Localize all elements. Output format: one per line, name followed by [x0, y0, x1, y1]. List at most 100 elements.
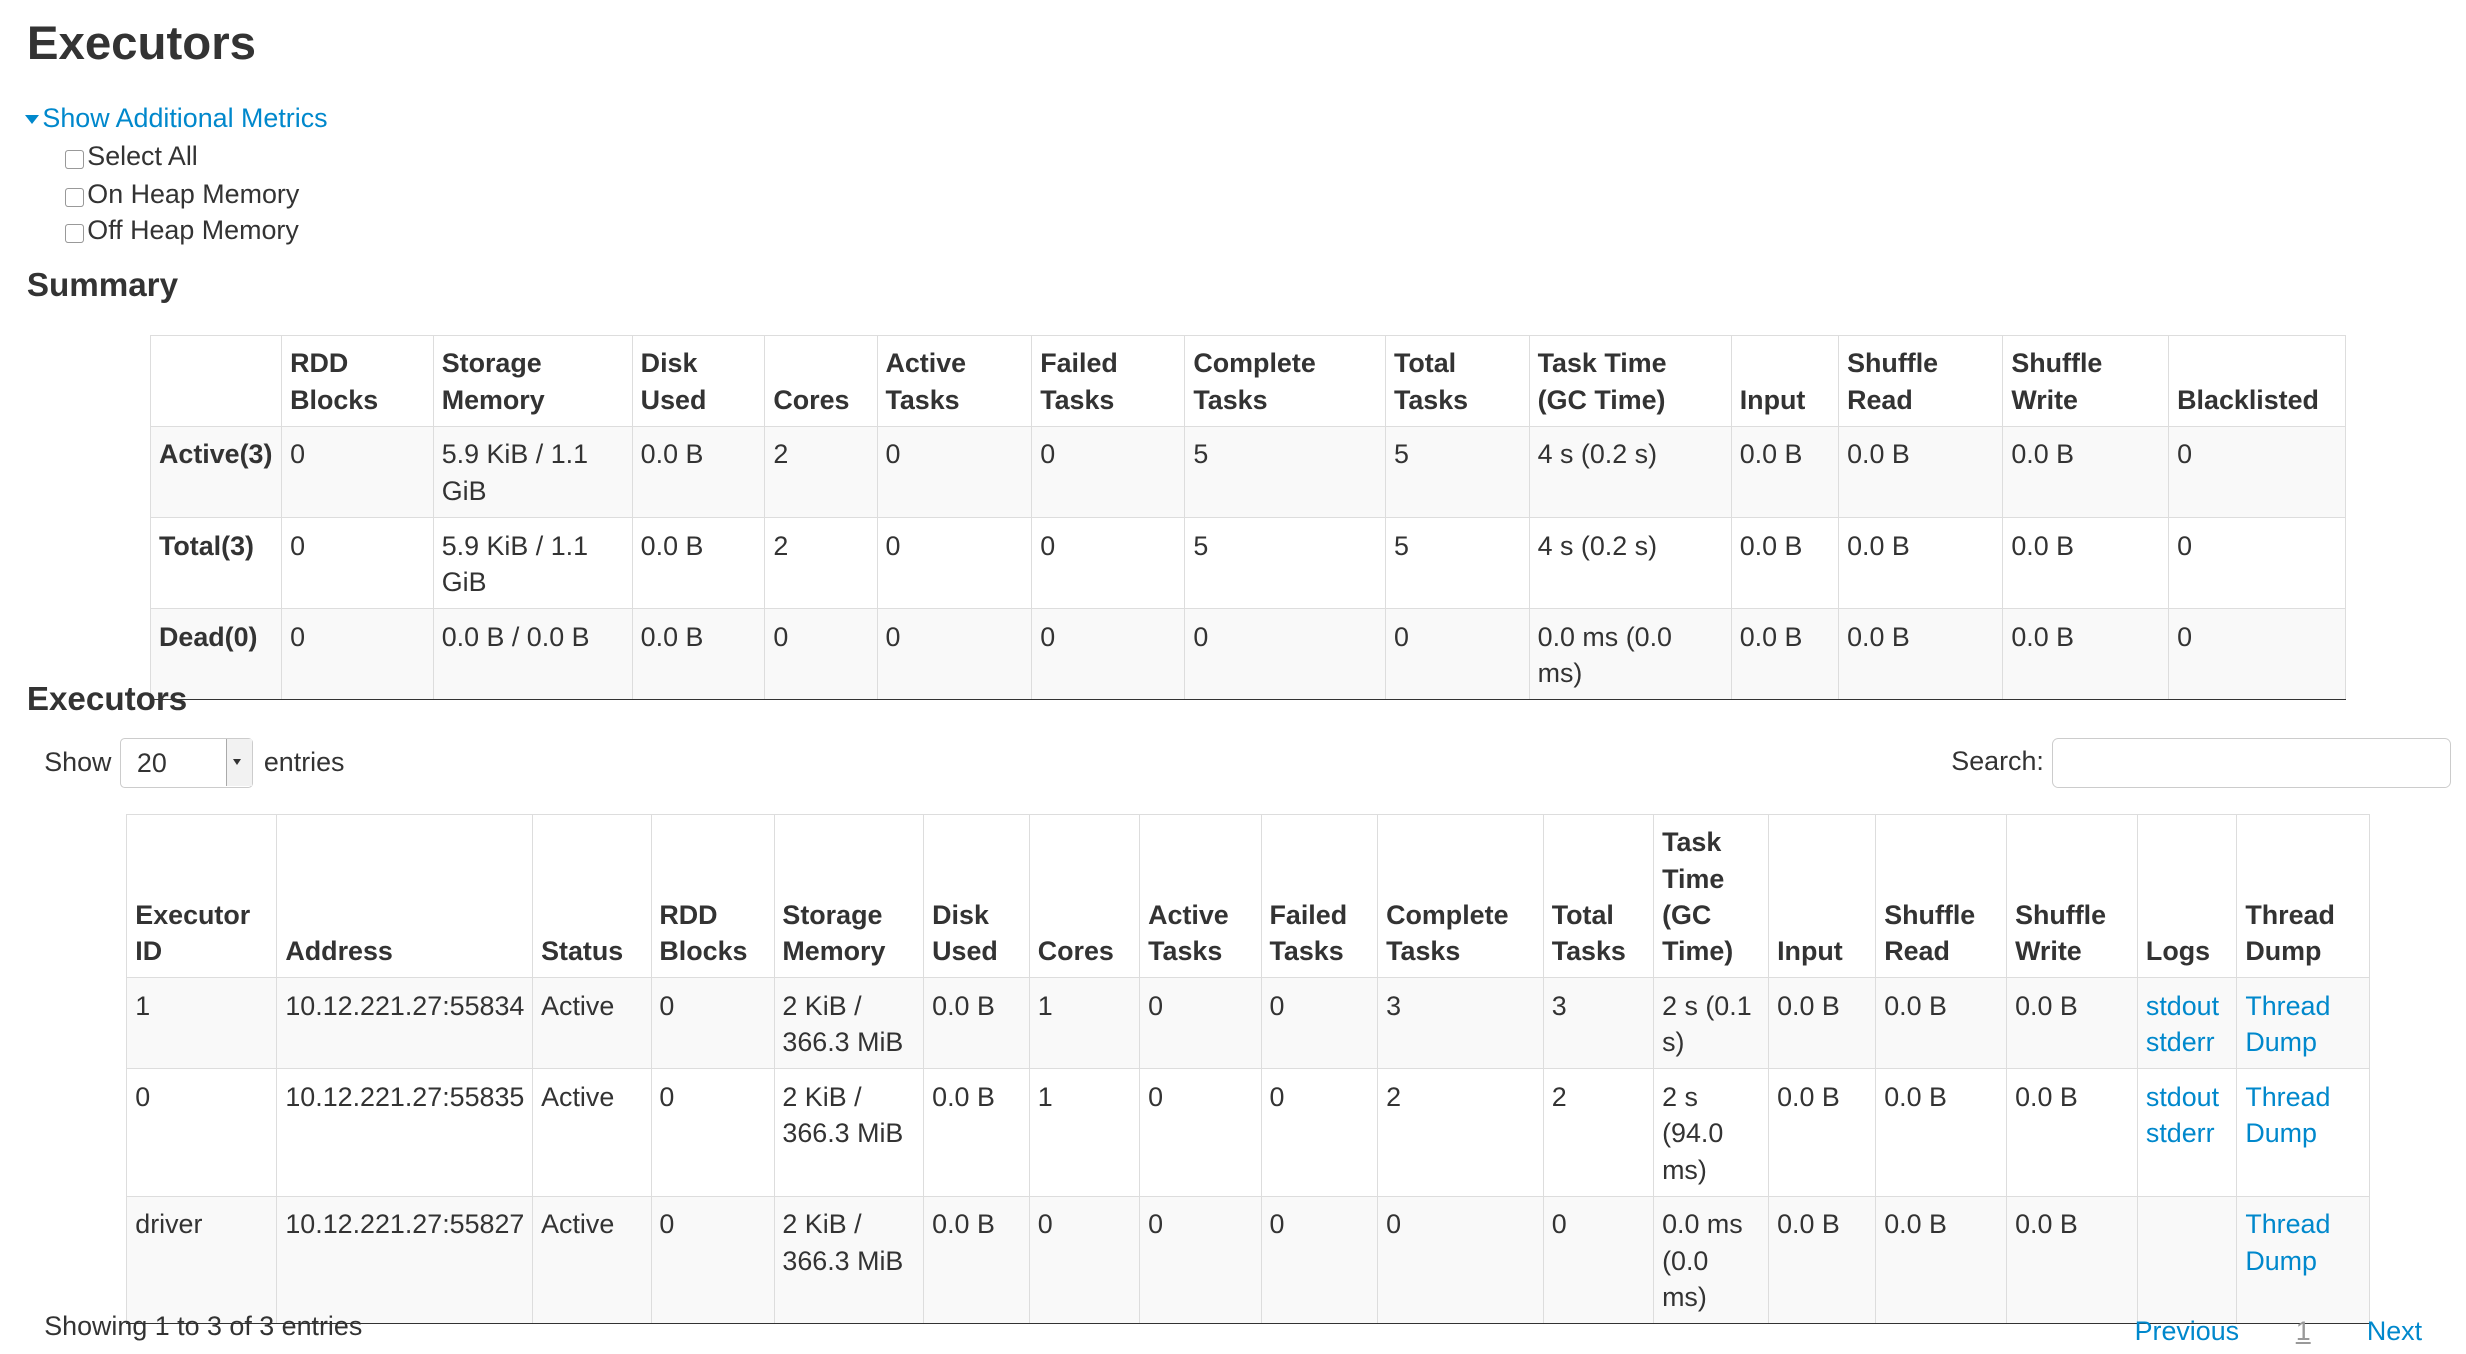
show-label: Show [44, 747, 112, 778]
page-title: Executors [26, 16, 257, 70]
cell-text: 0 [290, 439, 306, 470]
entries-label: entries [263, 747, 345, 778]
cell-text: 2 KiB / 366.3 MiB [782, 990, 904, 1058]
cell-text: 2 [1386, 1081, 1402, 1112]
summary-column-header[interactable]: Active Tasks [876, 334, 1033, 427]
current-page-button[interactable]: 1 [2295, 1316, 2311, 1347]
executor-cell: 0 [1542, 1195, 1655, 1325]
thread-dump-link[interactable]: Thread Dump [2245, 1081, 2331, 1149]
cell-text: 1 [135, 990, 151, 1021]
executors-column-header[interactable]: Input [1768, 813, 1877, 979]
executor-cell: 0 [1377, 1195, 1544, 1325]
summary-column-header[interactable]: Shuffle Read [1838, 334, 2004, 427]
thread-dump-cell: Thread Dump [2236, 977, 2370, 1070]
executor-cell: 10.12.221.27:55834 [276, 977, 534, 1070]
cell-text: 0.0 ms (0.0 ms) [1662, 1209, 1743, 1313]
on-heap-memory-checkbox[interactable]: On Heap Memory [64, 179, 299, 210]
cell-text: 0.0 B [2011, 530, 2075, 561]
summary-cell: 0 [2168, 517, 2347, 610]
summary-column-header[interactable]: Input [1730, 334, 1840, 427]
executors-column-header[interactable]: Logs [2137, 813, 2238, 979]
executor-cell: 0 [1139, 1195, 1262, 1325]
executor-cell: 0.0 B [1875, 1195, 2008, 1325]
summary-cell: 4 s (0.2 s) [1528, 426, 1732, 519]
executors-column-header[interactable]: Cores [1028, 813, 1141, 979]
cell-text: 0.0 ms (0.0 ms) [1537, 621, 1672, 688]
checkbox-icon[interactable] [64, 187, 85, 207]
executors-column-header[interactable]: Disk Used [923, 813, 1030, 979]
executors-column-header[interactable]: Failed Tasks [1260, 813, 1379, 979]
executor-cell: 0.0 B [1768, 1068, 1877, 1197]
executors-column-header[interactable]: Executor ID [126, 813, 278, 979]
dropdown-button[interactable] [225, 738, 252, 787]
checkbox-label: Select All [87, 140, 198, 171]
executors-column-header[interactable]: Complete Tasks [1377, 813, 1544, 979]
summary-column-header[interactable]: Storage Memory [432, 334, 633, 427]
page-size-select[interactable]: 20 [120, 737, 253, 789]
cell-text: 5 [1393, 530, 1409, 561]
show-additional-metrics-toggle[interactable]: Show Additional Metrics [25, 103, 328, 134]
summary-row-label: Active(3) [150, 426, 283, 519]
summary-column-header[interactable]: RDD Blocks [281, 334, 434, 427]
executors-column-header[interactable]: Active Tasks [1139, 813, 1262, 979]
cell-text: 0 [885, 530, 901, 561]
thread-dump-link[interactable]: Thread Dump [2245, 1209, 2331, 1276]
executor-cell: 0.0 B [923, 977, 1030, 1070]
next-page-button[interactable]: Next [2366, 1316, 2423, 1347]
executors-column-header[interactable]: Total Tasks [1542, 813, 1655, 979]
cell-text: 2 [1551, 1081, 1567, 1112]
summary-column-header[interactable]: Total Tasks [1385, 334, 1530, 427]
cell-text: 0 [1386, 1209, 1402, 1240]
log-link-stdout[interactable]: stdout [2145, 990, 2220, 1021]
summary-column-header[interactable]: Shuffle Write [2002, 334, 2170, 427]
previous-page-button[interactable]: Previous [2134, 1316, 2240, 1347]
cell-text: Active(3) [158, 439, 273, 470]
executor-cell: 0.0 B [1768, 977, 1877, 1070]
executors-column-header[interactable]: Address [276, 813, 534, 979]
executors-column-header[interactable]: Shuffle Read [1875, 813, 2008, 979]
executors-column-header[interactable]: Thread Dump [2236, 813, 2370, 979]
cell-text: 10.12.221.27:55835 [285, 1081, 525, 1112]
cell-text: 5 [1393, 439, 1409, 470]
summary-column-header[interactable] [150, 334, 283, 427]
executor-cell: 0 [650, 1195, 775, 1325]
cell-text: 0.0 B [1847, 439, 1910, 470]
summary-column-header[interactable]: Complete Tasks [1184, 334, 1387, 427]
summary-cell: 2 [764, 517, 878, 610]
cell-text: 0 [2177, 621, 2193, 652]
executor-cell: 0 [1028, 1195, 1141, 1325]
summary-column-header[interactable]: Task Time (GC Time) [1528, 334, 1732, 427]
summary-column-header[interactable]: Cores [764, 334, 878, 427]
executors-column-header[interactable]: RDD Blocks [650, 813, 775, 979]
off-heap-memory-checkbox[interactable]: Off Heap Memory [64, 215, 299, 246]
cell-text: 0 [1148, 1209, 1164, 1240]
summary-column-header[interactable]: Failed Tasks [1031, 334, 1186, 427]
executor-cell: 1 [1028, 977, 1141, 1070]
log-link-stderr[interactable]: stderr [2145, 1118, 2215, 1149]
cell-text: 0.0 B [1739, 621, 1803, 652]
cell-text: 5.9 KiB / 1.1 GiB [441, 439, 589, 506]
cell-text: 0.0 B [2015, 1209, 2078, 1240]
executors-column-header[interactable]: Task Time (GC Time) [1653, 813, 1770, 979]
executors-column-header[interactable]: Storage Memory [773, 813, 925, 979]
cell-text: 2 KiB / 366.3 MiB [782, 1081, 904, 1149]
cell-text: 3 [1551, 990, 1567, 1021]
executor-cell: 2 s (94.0 ms) [1653, 1068, 1770, 1197]
cell-text: 0.0 B [1739, 530, 1803, 561]
checkbox-icon[interactable] [64, 149, 85, 169]
thread-dump-link[interactable]: Thread Dump [2245, 990, 2331, 1058]
log-link-stderr[interactable]: stderr [2145, 1027, 2215, 1058]
executors-column-header[interactable]: Shuffle Write [2006, 813, 2139, 979]
cell-text: 0 [1193, 621, 1209, 652]
executors-heading: Executors [26, 680, 188, 718]
log-link-stdout[interactable]: stdout [2145, 1081, 2220, 1112]
select-all-checkbox[interactable]: Select All [64, 140, 198, 172]
summary-row: Dead(0) 0 0.0 B / 0.0 B 0.0 B 0 0 0 0 0 0.0 ms (0… [150, 608, 2347, 701]
summary-column-header[interactable]: Blacklisted [2168, 334, 2347, 427]
executors-column-header[interactable]: Status [532, 813, 652, 979]
checkbox-icon[interactable] [64, 223, 85, 244]
summary-cell: 0 [281, 517, 434, 610]
summary-cell: 0.0 B [2002, 426, 2170, 519]
summary-column-header[interactable]: Disk Used [631, 334, 766, 427]
search-input[interactable] [2052, 737, 2451, 789]
